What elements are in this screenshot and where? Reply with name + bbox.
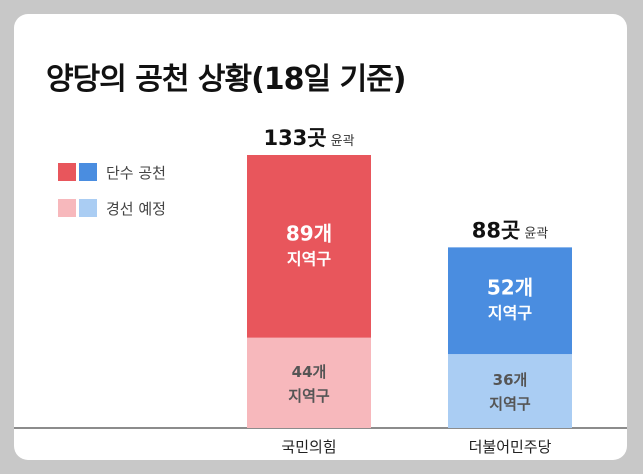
segment-sublabel: 지역구: [288, 387, 330, 405]
segment-value-label: 36개: [493, 371, 528, 389]
bar-segment-single-1: [448, 247, 572, 355]
chart-card: 양당의 공천 상황(18일 기준) 단수 공천 경선 예정 44개 지역구 89개 지…: [14, 14, 627, 460]
category-label: 더불어민주당: [469, 438, 552, 456]
segment-value-label: 44개: [292, 363, 327, 381]
segment-sublabel: 지역구: [489, 395, 531, 413]
category-label: 국민의힘: [281, 438, 336, 456]
legend-label-single: 단수 공천: [106, 163, 166, 182]
legend-item-primary: 경선 예정: [58, 194, 166, 222]
segment-value-label: 52개: [487, 276, 533, 300]
bar-segment-single-0: [247, 155, 371, 338]
bar-total-label: 88곳 윤곽: [472, 218, 549, 242]
segment-sublabel: 지역구: [488, 304, 532, 323]
legend-swatch-light-red: [58, 199, 76, 217]
legend-item-single: 단수 공천: [58, 158, 166, 186]
chart-title: 양당의 공천 상황(18일 기준): [46, 62, 407, 97]
legend-swatch-red: [58, 163, 76, 181]
legend-swatch-light-blue: [79, 199, 97, 217]
legend-label-primary: 경선 예정: [106, 199, 166, 218]
segment-value-label: 89개: [286, 221, 332, 245]
bar-segment-primary-1: [448, 354, 572, 428]
bar-total-label: 133곳 윤곽: [263, 126, 354, 150]
legend-swatch-blue: [79, 163, 97, 181]
legend: 단수 공천 경선 예정: [58, 158, 166, 230]
bar-segment-primary-0: [247, 337, 371, 428]
segment-sublabel: 지역구: [287, 249, 331, 268]
